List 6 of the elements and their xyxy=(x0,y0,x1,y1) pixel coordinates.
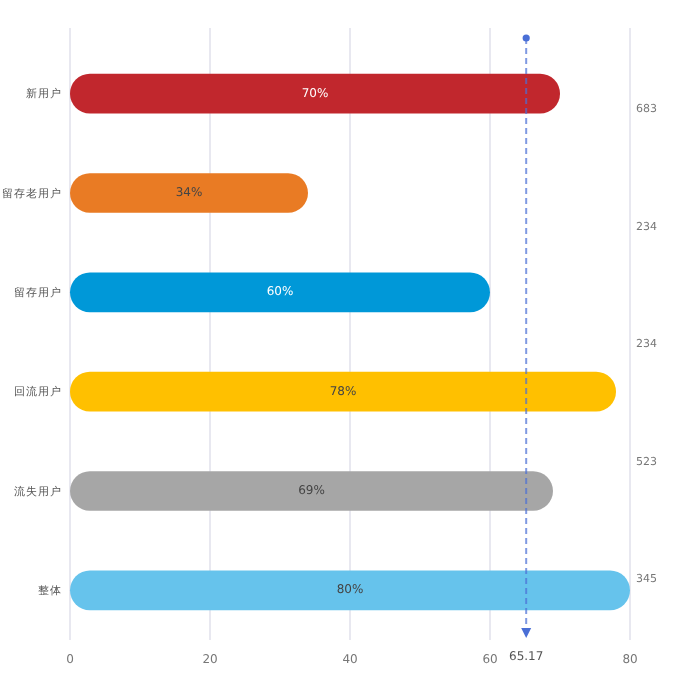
bar xyxy=(70,471,553,511)
bar xyxy=(70,272,490,313)
bar xyxy=(70,173,308,213)
bar xyxy=(70,371,616,412)
bar xyxy=(70,570,630,611)
bar xyxy=(70,73,560,114)
